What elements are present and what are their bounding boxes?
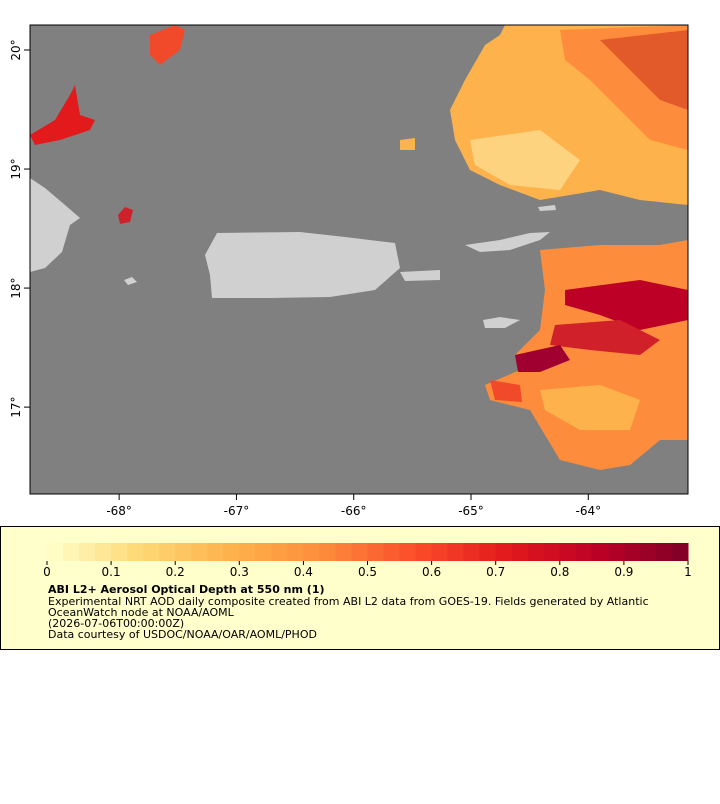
colorbar-step [159,543,176,561]
map-frame [29,24,689,495]
colorbar-step [431,543,449,561]
x-tick-label: -67° [224,504,250,518]
colorbar-step [175,543,192,561]
colorbar-step [463,543,481,561]
axes: -68° -67° -66° -65° -64° 17° 18° 19° 20° [9,39,601,518]
colorbar-step [207,543,224,561]
mona [124,277,137,285]
x-tick-label: -66° [341,504,367,518]
aerosol-patch [515,345,570,372]
colorbar-tick-label: 0 [43,565,51,579]
colorbar-step [303,543,320,561]
colorbar-step [415,543,433,561]
hispaniola [30,178,80,272]
y-tick-label: 20° [9,39,23,60]
legend-line: Data courtesy of USDOC/NOAA/OAR/AOML/PHO… [48,628,317,641]
colorbar-step [671,543,689,561]
colorbar-step [559,543,577,561]
x-tick-label: -65° [458,504,484,518]
colorbar-step [271,543,288,561]
aerosol-patch [118,207,133,224]
colorbar-step [239,543,256,561]
colorbar-step [575,543,593,561]
colorbar-step [143,543,160,561]
colorbar-tick-label: 0.7 [486,565,505,579]
colorbar-step [479,543,497,561]
legend-title: ABI L2+ Aerosol Optical Depth at 550 nm … [48,583,325,596]
legend-line: Experimental NRT AOD daily composite cre… [48,595,649,608]
aerosol-patch [30,85,95,145]
aerosol-patch [400,138,415,150]
colorbar-step [399,543,417,561]
colorbar-step [191,543,208,561]
y-tick-label: 17° [9,396,23,417]
colorbar-step [639,543,657,561]
colorbar-step [79,543,96,561]
colorbar-tick-label: 0.4 [294,565,313,579]
aerosol-patch [490,380,522,402]
colorbar-step [287,543,304,561]
colorbar-step [335,543,352,561]
colorbar-tick-label: 0.2 [166,565,185,579]
y-tick-label: 18° [9,277,23,298]
colorbar-step [655,543,673,561]
colorbar-tick-label: 0.5 [358,565,377,579]
colorbar-step [591,543,609,561]
colorbar-step [623,543,641,561]
puerto-rico [205,232,400,298]
colorbar-step [223,543,240,561]
colorbar-step [127,543,144,561]
aerosol-patch [550,320,660,355]
colorbar-tick-label: 1 [684,565,692,579]
aerosol-patch [600,30,688,110]
anegada [538,205,556,211]
legend-line: OceanWatch node at NOAA/AOML [48,606,235,619]
colorbar-step [527,543,545,561]
colorbar-step [351,543,368,561]
colorbar-step [607,543,625,561]
colorbar-step [63,543,80,561]
y-tick-label: 19° [9,158,23,179]
colorbar: 0 0.1 0.2 0.3 0.4 0.5 0.6 0.7 0.8 0.9 1 [43,543,692,579]
colorbar-step [511,543,529,561]
colorbar-step [495,543,513,561]
aerosol-patch [565,280,688,330]
x-tick-label: -68° [106,504,132,518]
colorbar-tick-label: 0.1 [102,565,121,579]
colorbar-step [383,543,401,561]
aerosol-field [30,25,688,470]
colorbar-step [95,543,112,561]
aerosol-patch [540,385,640,430]
colorbar-tick-label: 0.8 [550,565,569,579]
colorbar-tick-label: 0.3 [230,565,249,579]
colorbar-step [447,543,465,561]
colorbar-step [255,543,272,561]
colorbar-step [319,543,336,561]
colorbar-step [111,543,128,561]
colorbar-step [47,543,64,561]
vieques [400,270,440,281]
island [483,317,520,328]
land [30,178,556,328]
aerosol-patch [150,25,185,65]
x-tick-label: -64° [575,504,601,518]
virgin-islands [465,232,550,252]
colorbar-tick-label: 0.6 [422,565,441,579]
colorbar-step [367,543,385,561]
colorbar-tick-label: 0.9 [614,565,633,579]
legend-line: (2026-07-06T00:00:00Z) [48,617,184,630]
colorbar-step [543,543,561,561]
aerosol-patch [470,130,580,190]
